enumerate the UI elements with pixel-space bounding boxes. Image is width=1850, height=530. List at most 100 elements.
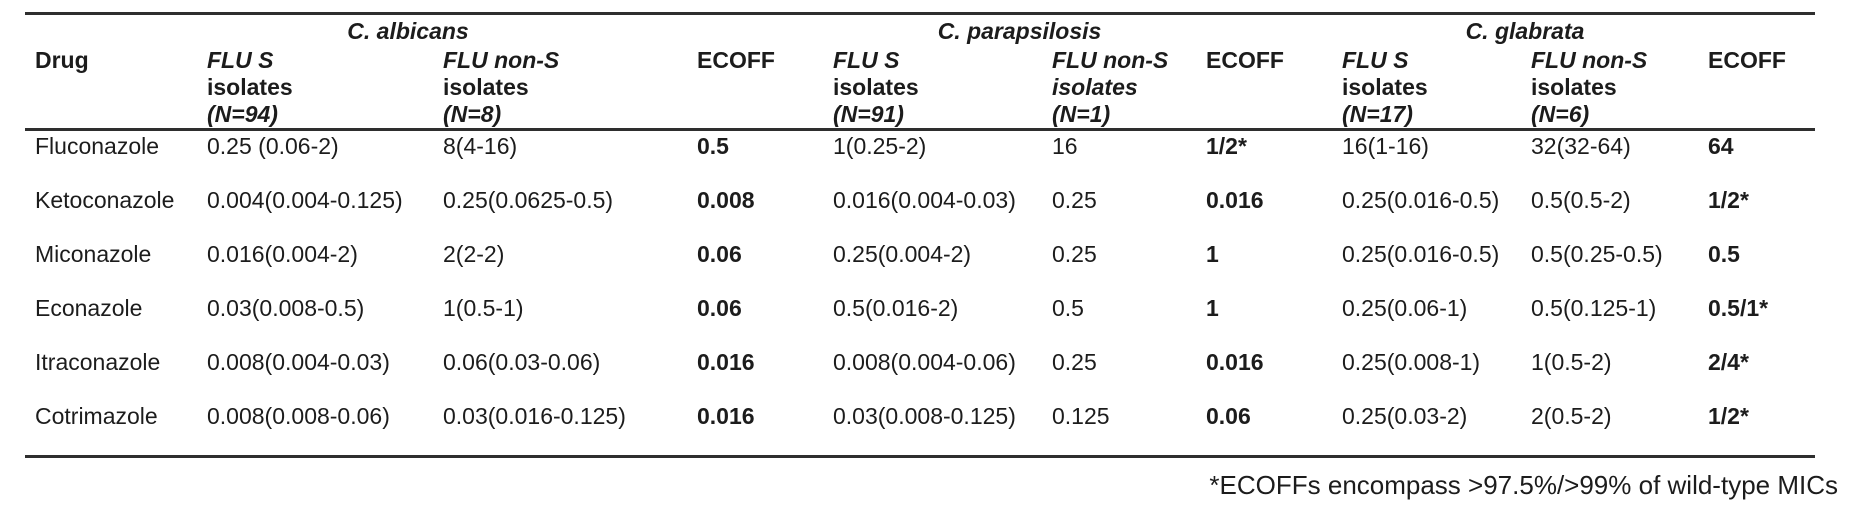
mic-value-cell: 8(4-16) [443, 133, 518, 159]
spacer-cell [1708, 14, 1815, 46]
column-header-line: isolates [833, 74, 919, 100]
ecoff-value-cell: 0.016 [697, 349, 755, 375]
column-header-line: (N=6) [1531, 101, 1590, 127]
mic-value-cell: 0.03(0.008-0.5) [207, 295, 365, 321]
antifungal-ecoff-table: C. albicans C. parapsilosis C. glabrata … [25, 12, 1815, 458]
column-header-line: FLU non-S [1531, 47, 1648, 73]
mic-value-cell: 16 [1052, 133, 1078, 159]
drug-name-cell: Cotrimazole [35, 403, 158, 429]
column-header-line: (N=8) [443, 101, 502, 127]
drug-name-cell: Ketoconazole [35, 187, 175, 213]
mic-value-cell: 2(0.5-2) [1531, 403, 1612, 429]
drug-name-cell: Econazole [35, 295, 143, 321]
mic-value-cell: 0.25 [1052, 187, 1097, 213]
column-header-line: isolates [1052, 74, 1138, 100]
column-header-row: Drug FLU S isolates (N=94) FLU non-S iso… [25, 45, 1815, 131]
column-header-line: FLU non-S [443, 47, 560, 73]
mic-value-cell: 2(2-2) [443, 241, 505, 267]
ecoff-value-cell: 0.008 [697, 187, 755, 213]
ecoff-value-cell: 0.5/1* [1708, 295, 1769, 321]
ecoff-value-cell: 0.5 [697, 133, 729, 159]
mic-value-cell: 16(1-16) [1342, 133, 1429, 159]
mic-value-cell: 0.5 [1052, 295, 1084, 321]
mic-value-cell: 0.016(0.004-2) [207, 241, 358, 267]
ecoff-value-cell: 1 [1206, 295, 1219, 321]
table-body: Fluconazole 0.25 (0.06-2) 8(4-16) 0.5 1(… [25, 130, 1815, 457]
species-header-albicans: C. albicans [347, 18, 469, 44]
table-row-ketoconazole: Ketoconazole 0.004(0.004-0.125) 0.25(0.0… [25, 185, 1815, 239]
column-header-line: isolates [1342, 74, 1428, 100]
ecoff-value-cell: 0.06 [1206, 403, 1251, 429]
parapsilosis-ecoff-column-header: ECOFF [1206, 45, 1342, 131]
ecoff-value-cell: 0.06 [697, 241, 742, 267]
column-header-line: isolates [207, 74, 293, 100]
glabrata-flu-s-column-header: FLU S isolates (N=17) [1342, 45, 1531, 131]
mic-value-cell: 0.25(0.0625-0.5) [443, 187, 614, 213]
mic-value-cell: 0.5(0.5-2) [1531, 187, 1631, 213]
column-header-line: FLU S [1342, 47, 1409, 73]
column-header-line: FLU S [833, 47, 900, 73]
mic-value-cell: 0.25(0.008-1) [1342, 349, 1481, 375]
mic-value-cell: 0.004(0.004-0.125) [207, 187, 403, 213]
ecoff-value-cell: 64 [1708, 133, 1734, 159]
ecoff-value-cell: 0.016 [697, 403, 755, 429]
drug-column-header: Drug [25, 45, 207, 131]
species-header-glabrata: C. glabrata [1465, 18, 1585, 44]
mic-value-cell: 0.25(0.03-2) [1342, 403, 1468, 429]
table-header: C. albicans C. parapsilosis C. glabrata … [25, 14, 1815, 131]
ecoff-value-cell: 0.016 [1206, 349, 1264, 375]
mic-value-cell: 0.03(0.016-0.125) [443, 403, 626, 429]
spacer-cell [697, 14, 833, 46]
species-header-row: C. albicans C. parapsilosis C. glabrata [25, 14, 1815, 46]
ecoff-value-cell: 1 [1206, 241, 1219, 267]
mic-value-cell: 0.03(0.008-0.125) [833, 403, 1016, 429]
column-header-line: FLU S [207, 47, 274, 73]
albicans-flu-s-column-header: FLU S isolates (N=94) [207, 45, 443, 131]
drug-name-cell: Fluconazole [35, 133, 160, 159]
mic-value-cell: 0.5(0.25-0.5) [1531, 241, 1663, 267]
mic-value-cell: 0.008(0.004-0.03) [207, 349, 390, 375]
ecoff-value-cell: 1/2* [1708, 403, 1749, 429]
spacer-cell [1206, 14, 1342, 46]
table-row-fluconazole: Fluconazole 0.25 (0.06-2) 8(4-16) 0.5 1(… [25, 130, 1815, 186]
drug-name-cell: Itraconazole [35, 349, 161, 375]
species-header-parapsilosis: C. parapsilosis [937, 18, 1102, 44]
mic-value-cell: 0.25(0.016-0.5) [1342, 241, 1500, 267]
ecoff-value-cell: 1/2* [1708, 187, 1749, 213]
column-header-line: (N=94) [207, 101, 278, 127]
mic-value-cell: 0.008(0.004-0.06) [833, 349, 1016, 375]
ecoff-value-cell: 0.016 [1206, 187, 1264, 213]
spacer-cell [25, 14, 207, 46]
mic-value-cell: 0.06(0.03-0.06) [443, 349, 601, 375]
mic-value-cell: 1(0.5-2) [1531, 349, 1612, 375]
mic-value-cell: 0.25(0.016-0.5) [1342, 187, 1500, 213]
mic-value-cell: 32(32-64) [1531, 133, 1631, 159]
column-header-line: (N=17) [1342, 101, 1413, 127]
mic-value-cell: 0.125 [1052, 403, 1110, 429]
mic-value-cell: 0.25(0.06-1) [1342, 295, 1468, 321]
column-header-line: (N=1) [1052, 101, 1111, 127]
ecoff-footnote: *ECOFFs encompass >97.5%/>99% of wild-ty… [1209, 470, 1838, 500]
table-row-cotrimazole: Cotrimazole 0.008(0.008-0.06) 0.03(0.016… [25, 401, 1815, 457]
column-header-line: FLU non-S [1052, 47, 1169, 73]
ecoff-value-cell: 2/4* [1708, 349, 1749, 375]
albicans-ecoff-column-header: ECOFF [697, 45, 833, 131]
mic-value-cell: 1(0.5-1) [443, 295, 524, 321]
column-header-line: (N=91) [833, 101, 904, 127]
ecoff-value-cell: 0.06 [697, 295, 742, 321]
ecoff-value-cell: 0.5 [1708, 241, 1740, 267]
table-row-itraconazole: Itraconazole 0.008(0.004-0.03) 0.06(0.03… [25, 347, 1815, 401]
mic-value-cell: 0.5(0.016-2) [833, 295, 959, 321]
glabrata-ecoff-column-header: ECOFF [1708, 45, 1815, 131]
mic-value-cell: 0.25(0.004-2) [833, 241, 972, 267]
glabrata-flu-non-s-column-header: FLU non-S isolates (N=6) [1531, 45, 1708, 131]
mic-value-cell: 0.5(0.125-1) [1531, 295, 1657, 321]
drug-name-cell: Miconazole [35, 241, 152, 267]
table-row-miconazole: Miconazole 0.016(0.004-2) 2(2-2) 0.06 0.… [25, 239, 1815, 293]
parapsilosis-flu-non-s-column-header: FLU non-S isolates (N=1) [1052, 45, 1206, 131]
ecoff-value-cell: 1/2* [1206, 133, 1247, 159]
column-header-line: isolates [1531, 74, 1617, 100]
column-header-line: isolates [443, 74, 529, 100]
mic-value-cell: 0.016(0.004-0.03) [833, 187, 1016, 213]
